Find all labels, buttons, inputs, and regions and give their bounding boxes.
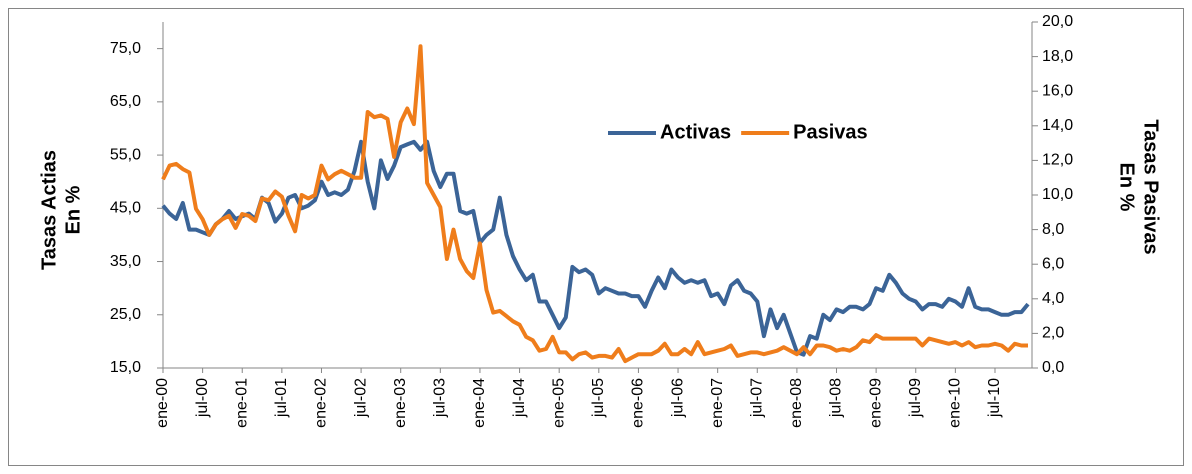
y2-tick-label: 20,0 bbox=[1042, 13, 1073, 30]
x-tick-label: jul-00 bbox=[194, 378, 211, 418]
x-tick-label: jul-09 bbox=[907, 378, 924, 418]
y2-tick-label: 18,0 bbox=[1042, 48, 1073, 65]
x-tick-label: ene-01 bbox=[233, 378, 250, 428]
x-tick-label: ene-05 bbox=[550, 378, 567, 428]
series-line bbox=[161, 139, 1030, 357]
x-tick-label: ene-10 bbox=[947, 378, 964, 428]
y2-tick-label: 10,0 bbox=[1042, 186, 1073, 203]
x-tick-label: ene-08 bbox=[788, 378, 805, 428]
y2-tick-label: 0,0 bbox=[1042, 359, 1064, 376]
x-tick-label: jul-05 bbox=[590, 378, 607, 418]
legend-label: Activas bbox=[660, 121, 731, 143]
x-tick-label: jul-10 bbox=[986, 378, 1003, 418]
y-tick-label: 15,0 bbox=[110, 359, 141, 376]
y-tick-label: 45,0 bbox=[110, 200, 141, 217]
y-tick-label: 65,0 bbox=[110, 93, 141, 110]
x-tick-label: jul-01 bbox=[273, 378, 290, 418]
x-tick-label: jul-06 bbox=[669, 378, 686, 418]
y2-axis-label: En % bbox=[1116, 163, 1138, 212]
x-tick-label: ene-00 bbox=[154, 378, 171, 428]
y-tick-label: 75,0 bbox=[110, 40, 141, 57]
y-tick-label: 35,0 bbox=[110, 253, 141, 270]
x-tick-label: jul-03 bbox=[432, 378, 449, 418]
y2-tick-label: 2,0 bbox=[1042, 325, 1064, 342]
y2-tick-label: 16,0 bbox=[1042, 82, 1073, 99]
x-tick-label: jul-07 bbox=[748, 378, 765, 418]
y2-tick-label: 8,0 bbox=[1042, 221, 1064, 238]
x-tick-label: jul-04 bbox=[511, 378, 528, 418]
chart-border bbox=[8, 8, 1184, 466]
y-tick-label: 55,0 bbox=[110, 146, 141, 163]
x-tick-label: ene-02 bbox=[313, 378, 330, 428]
x-tick-label: ene-07 bbox=[709, 378, 726, 428]
legend-label: Pasivas bbox=[793, 121, 868, 143]
y2-axis-label: Tasas Pasivas bbox=[1140, 119, 1162, 254]
series-line bbox=[161, 44, 1028, 364]
y-axis-label: Tasas Actias bbox=[38, 150, 60, 270]
x-tick-label: ene-04 bbox=[471, 378, 488, 428]
y2-tick-label: 12,0 bbox=[1042, 152, 1073, 169]
x-tick-label: ene-06 bbox=[630, 378, 647, 428]
y-tick-label: 25,0 bbox=[110, 306, 141, 323]
y-axis-label: En % bbox=[62, 185, 84, 234]
x-tick-label: ene-03 bbox=[392, 378, 409, 428]
x-tick-label: jul-08 bbox=[828, 378, 845, 418]
y2-tick-label: 6,0 bbox=[1042, 255, 1064, 272]
y2-tick-label: 14,0 bbox=[1042, 117, 1073, 134]
x-tick-label: ene-09 bbox=[867, 378, 884, 428]
y2-tick-label: 4,0 bbox=[1042, 290, 1064, 307]
x-tick-label: jul-02 bbox=[352, 378, 369, 418]
